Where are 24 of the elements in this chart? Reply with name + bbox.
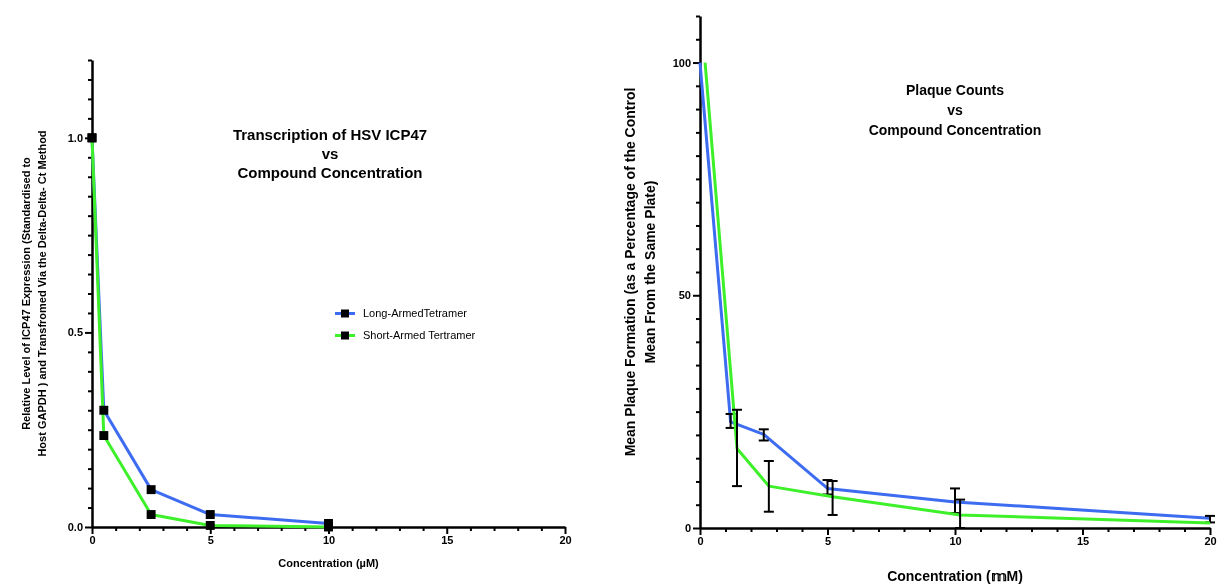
x-axis-title: Concentration (µM) [278,557,380,569]
x-tick-label: 0 [697,534,704,547]
y-axis-title: Relative Level of ICP47 Expression (Standardised to Host GAPDH ) and Transfromed Via the Delta-Delta- Ct Method [20,130,48,457]
y-axis-title: Mean Plaque Formation (as a Percentage of the Control Mean From the Same Plate) [622,87,658,457]
x-tick-label: 5 [207,533,214,546]
x-tick-label: 20 [559,533,572,546]
x-tick-label: 0 [89,533,96,546]
x-tick-label: 20 [1204,534,1217,547]
x-tick-label: 5 [824,534,832,547]
y-tick-label: 100 [672,56,691,69]
y-tick-label: 50 [678,289,691,302]
y-tick-label: 1.0 [67,131,83,144]
y-tick-label: 0.0 [67,521,83,534]
x-tick-label: 15 [1076,534,1090,547]
x-axis-title: Concentration (𝕞M) [887,568,1023,584]
legend-label: Long-ArmedTetramer [363,307,468,320]
y-tick-label: 0.5 [67,326,83,339]
text: Plaque Counts vs Compound Concentration [868,82,1042,138]
x-tick-label: 10 [322,533,336,546]
x-tick-label: 10 [949,534,962,547]
legend-label: Short-Armed Tertramer [363,329,476,342]
text: Transcription of HSV ICP47 vs Compound Concentration [232,126,428,181]
x-tick-label: 15 [441,533,454,546]
y-tick-label: 0 [684,522,691,535]
